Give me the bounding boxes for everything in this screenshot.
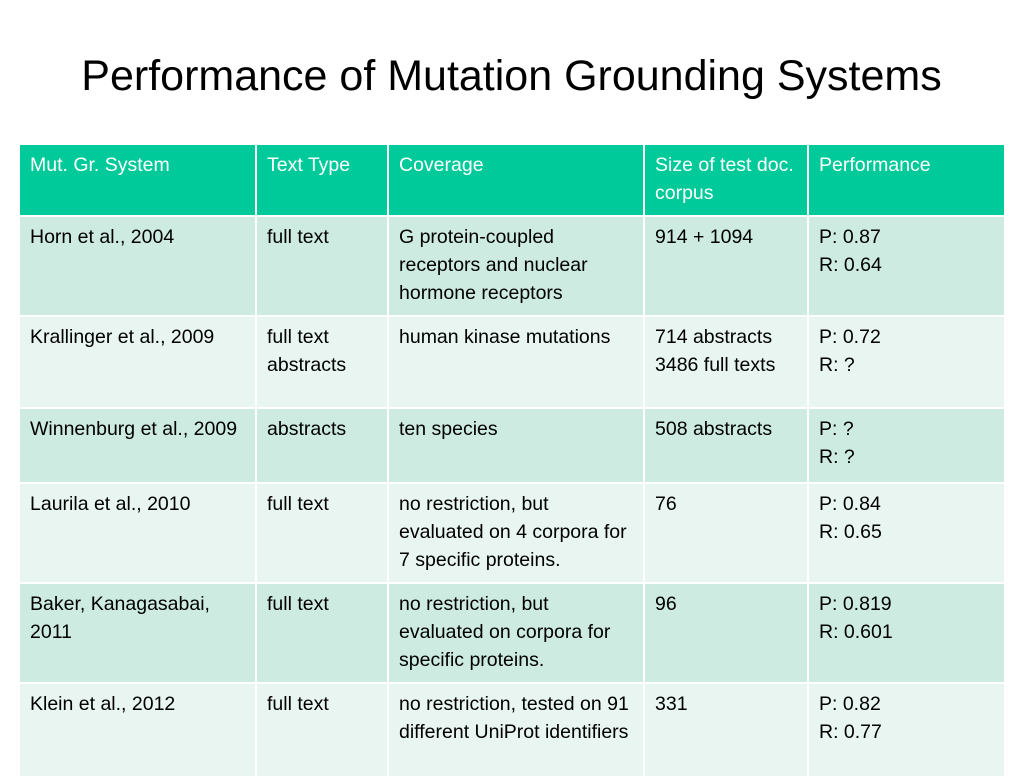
table-row: Winnenburg et al., 2009 abstracts ten sp…	[18, 407, 1006, 484]
cell-system: Horn et al., 2004	[18, 215, 257, 317]
table-row: Baker, Kanagasabai, 2011 full text no re…	[18, 582, 1006, 684]
cell-performance: P: 0.84 R: 0.65	[807, 482, 1006, 584]
header-coverage: Coverage	[387, 143, 645, 217]
table-row: Horn et al., 2004 full text G protein-co…	[18, 215, 1006, 317]
header-system: Mut. Gr. System	[18, 143, 257, 217]
header-text-type: Text Type	[255, 143, 389, 217]
cell-text-type: abstracts	[255, 407, 389, 484]
cell-text-type: full text	[255, 215, 389, 317]
cell-corpus-size: 714 abstracts 3486 full texts	[643, 315, 809, 409]
cell-text-type: full text	[255, 482, 389, 584]
cell-system: Krallinger et al., 2009	[18, 315, 257, 409]
cell-corpus-size: 331	[643, 682, 809, 778]
cell-performance: P: 0.72 R: ?	[807, 315, 1006, 409]
cell-performance: P: 0.819 R: 0.601	[807, 582, 1006, 684]
cell-system: Klein et al., 2012	[18, 682, 257, 778]
header-performance: Performance	[807, 143, 1006, 217]
header-corpus-size: Size of test doc. corpus	[643, 143, 809, 217]
cell-system: Baker, Kanagasabai, 2011	[18, 582, 257, 684]
cell-text-type: full text abstracts	[255, 315, 389, 409]
cell-coverage: ten species	[387, 407, 645, 484]
cell-text-type: full text	[255, 682, 389, 778]
cell-system: Winnenburg et al., 2009	[18, 407, 257, 484]
cell-coverage: no restriction, but evaluated on corpora…	[387, 582, 645, 684]
table-row: Klein et al., 2012 full text no restrict…	[18, 682, 1006, 778]
cell-performance: P: 0.82 R: 0.77	[807, 682, 1006, 778]
cell-text-type: full text	[255, 582, 389, 684]
cell-coverage: human kinase mutations	[387, 315, 645, 409]
cell-coverage: no restriction, but evaluated on 4 corpo…	[387, 482, 645, 584]
cell-corpus-size: 508 abstracts	[643, 407, 809, 484]
cell-corpus-size: 914 + 1094	[643, 215, 809, 317]
cell-corpus-size: 76	[643, 482, 809, 584]
cell-coverage: no restriction, tested on 91 different U…	[387, 682, 645, 778]
cell-performance: P: ? R: ?	[807, 407, 1006, 484]
table-row: Laurila et al., 2010 full text no restri…	[18, 482, 1006, 584]
cell-coverage: G protein-coupled receptors and nuclear …	[387, 215, 645, 317]
table-row: Krallinger et al., 2009 full text abstra…	[18, 315, 1006, 409]
cell-system: Laurila et al., 2010	[18, 482, 257, 584]
cell-corpus-size: 96	[643, 582, 809, 684]
slide-title: Performance of Mutation Grounding System…	[81, 52, 942, 100]
table-header-row: Mut. Gr. System Text Type Coverage Size …	[18, 143, 1006, 217]
cell-performance: P: 0.87 R: 0.64	[807, 215, 1006, 317]
systems-table: Mut. Gr. System Text Type Coverage Size …	[18, 143, 1006, 778]
